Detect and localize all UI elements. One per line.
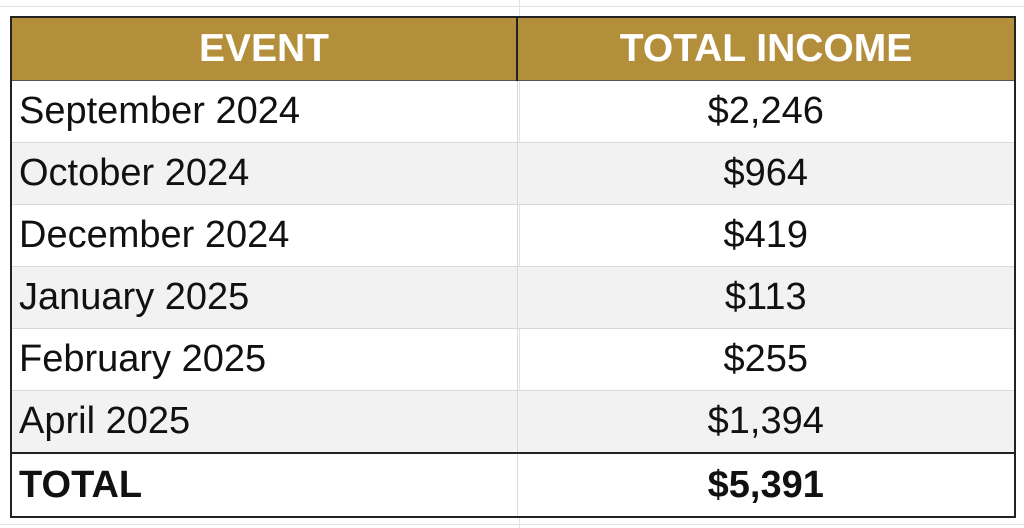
table-row: September 2024 $2,246 bbox=[10, 80, 1016, 143]
income-cell[interactable]: $113 bbox=[517, 266, 1016, 329]
income-table: EVENT TOTAL INCOME September 2024 $2,246… bbox=[10, 16, 1016, 518]
header-total-income[interactable]: TOTAL INCOME bbox=[516, 16, 1016, 81]
table-row: December 2024 $419 bbox=[10, 204, 1016, 267]
gridline bbox=[0, 6, 1024, 7]
table-row: October 2024 $964 bbox=[10, 142, 1016, 205]
event-cell[interactable]: April 2025 bbox=[10, 390, 518, 454]
header-event[interactable]: EVENT bbox=[10, 16, 518, 81]
table-row: April 2025 $1,394 bbox=[10, 390, 1016, 454]
total-row: TOTAL $5,391 bbox=[10, 452, 1016, 518]
income-cell[interactable]: $419 bbox=[517, 204, 1016, 267]
header-row: EVENT TOTAL INCOME bbox=[10, 16, 1016, 81]
event-cell[interactable]: February 2025 bbox=[10, 328, 518, 391]
event-cell[interactable]: September 2024 bbox=[10, 80, 518, 143]
event-cell[interactable]: January 2025 bbox=[10, 266, 518, 329]
income-cell[interactable]: $255 bbox=[517, 328, 1016, 391]
table-row: January 2025 $113 bbox=[10, 266, 1016, 329]
total-label[interactable]: TOTAL bbox=[10, 452, 518, 518]
event-cell[interactable]: October 2024 bbox=[10, 142, 518, 205]
gridline bbox=[0, 524, 1024, 525]
income-cell[interactable]: $2,246 bbox=[517, 80, 1016, 143]
income-cell[interactable]: $1,394 bbox=[517, 390, 1016, 454]
total-value[interactable]: $5,391 bbox=[517, 452, 1016, 518]
event-cell[interactable]: December 2024 bbox=[10, 204, 518, 267]
table-row: February 2025 $255 bbox=[10, 328, 1016, 391]
income-cell[interactable]: $964 bbox=[517, 142, 1016, 205]
